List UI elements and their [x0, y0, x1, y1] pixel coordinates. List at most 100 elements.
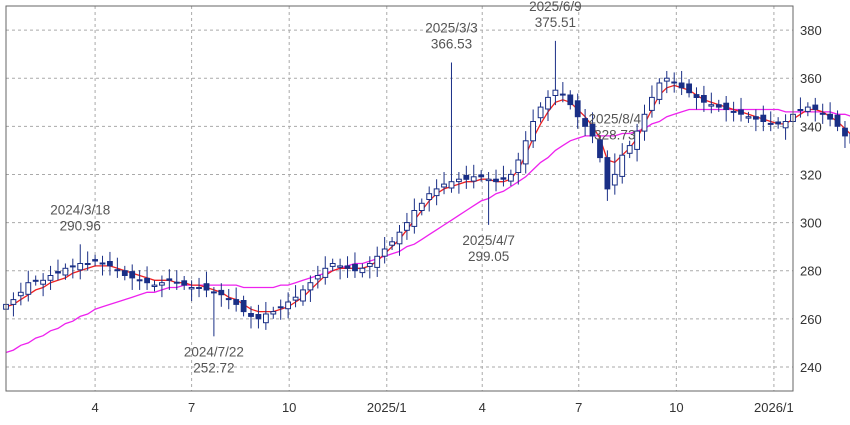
- candle-body-down: [344, 265, 351, 269]
- candlestick: [649, 85, 655, 118]
- candle-body-down: [233, 299, 240, 305]
- candlestick: [411, 198, 418, 234]
- candlestick: [17, 282, 24, 306]
- candlestick: [40, 273, 47, 297]
- candlestick: [240, 295, 247, 317]
- candle-body-down: [767, 122, 774, 125]
- candle-body-down: [99, 262, 106, 265]
- candlestick: [753, 109, 759, 132]
- candlestick: [656, 78, 663, 105]
- candle-body-up: [366, 263, 373, 267]
- y-tick-label: 280: [800, 264, 822, 279]
- candlestick: [211, 287, 217, 337]
- moving-average-layer: [5, 84, 850, 354]
- annotation-date-label: 2024/7/22: [184, 344, 244, 359]
- candle-body-down: [166, 278, 173, 281]
- candlestick: [641, 104, 648, 141]
- candle-body-down: [121, 270, 128, 277]
- candle-body-up: [485, 178, 492, 182]
- candlestick: [188, 280, 195, 302]
- candlestick: [129, 264, 136, 290]
- candlestick: [834, 110, 841, 132]
- candlestick: [552, 40, 559, 106]
- candle-body-up: [84, 263, 91, 265]
- candlestick: [589, 112, 596, 144]
- candle-body-down: [225, 298, 232, 301]
- candle-body-down: [775, 121, 782, 125]
- candlestick: [47, 265, 54, 290]
- candlestick: [55, 259, 61, 281]
- candle-body-up: [285, 301, 292, 310]
- candle-body-down: [834, 114, 841, 127]
- annotation-value-label: 290.96: [60, 218, 101, 233]
- annotation-date-label: 2025/3/3: [425, 20, 478, 35]
- candlestick: [300, 285, 306, 306]
- candlestick: [827, 102, 834, 127]
- candlestick: [604, 150, 611, 201]
- candle-body-up: [611, 173, 618, 186]
- candle-body-up: [69, 265, 76, 268]
- y-tick-label: 380: [800, 23, 822, 38]
- candlestick: [611, 153, 618, 195]
- candlestick: [99, 255, 106, 276]
- candle-body-up: [151, 284, 158, 288]
- plot-frame: [5, 5, 794, 392]
- candlestick: [634, 123, 641, 162]
- candlestick: [545, 90, 551, 122]
- y-tick-label: 300: [800, 216, 822, 231]
- candle-body-up: [634, 130, 641, 150]
- candle-body-up: [196, 287, 202, 289]
- candlestick: [671, 72, 678, 93]
- candlestick: [196, 277, 202, 298]
- candle-body-up: [441, 183, 447, 188]
- long-moving-average-line: [5, 108, 850, 354]
- candle-body-down: [753, 116, 759, 120]
- annotation-date-label: 2025/8/4: [589, 111, 642, 126]
- candlestick: [426, 186, 433, 212]
- candlestick: [441, 172, 447, 195]
- candlestick: [515, 152, 522, 185]
- candle-body-down: [203, 283, 210, 291]
- annotation-value-label: 299.05: [468, 249, 509, 264]
- candle-body-up: [552, 89, 559, 96]
- candlestick: [448, 62, 455, 193]
- candlestick: [819, 103, 826, 124]
- candlestick: [92, 254, 98, 266]
- candlestick: [567, 90, 574, 110]
- candle-body-up: [470, 176, 477, 182]
- candle-body-down: [589, 123, 596, 137]
- grid-layer: [6, 6, 793, 391]
- candle-body-up: [426, 193, 433, 200]
- candlestick: [352, 252, 358, 278]
- y-tick-label: 340: [800, 119, 822, 134]
- candle-body-down: [92, 259, 98, 262]
- candle-body-up: [381, 248, 388, 257]
- candle-body-down: [693, 94, 700, 98]
- candle-body-down: [604, 157, 611, 190]
- annotation-date-label: 2024/3/18: [50, 202, 110, 217]
- candlestick: [381, 237, 388, 264]
- candle-body-up: [25, 282, 32, 295]
- candle-body-down: [107, 261, 113, 267]
- candle-body-down: [173, 281, 180, 284]
- candlestick: [292, 285, 299, 308]
- candlestick: [574, 93, 581, 129]
- candle-body-down: [114, 269, 121, 272]
- candle-body-down: [218, 289, 225, 296]
- candlestick: [329, 258, 336, 272]
- candlestick: [263, 301, 269, 330]
- candlestick: [775, 117, 782, 129]
- candlestick: [738, 97, 744, 122]
- candlestick: [804, 102, 811, 117]
- candle-body-down: [493, 178, 499, 183]
- candle-body-up: [396, 231, 403, 245]
- annotation-date-label: 2025/6/9: [529, 0, 582, 14]
- candlestick: [619, 143, 626, 184]
- candlestick: [233, 287, 240, 312]
- candle-body-down: [352, 263, 358, 272]
- candle-body-up: [329, 263, 336, 267]
- candle-body-down: [597, 139, 603, 159]
- candle-body-up: [545, 96, 551, 110]
- candle-body-up: [300, 289, 306, 302]
- candle-body-up: [508, 173, 514, 182]
